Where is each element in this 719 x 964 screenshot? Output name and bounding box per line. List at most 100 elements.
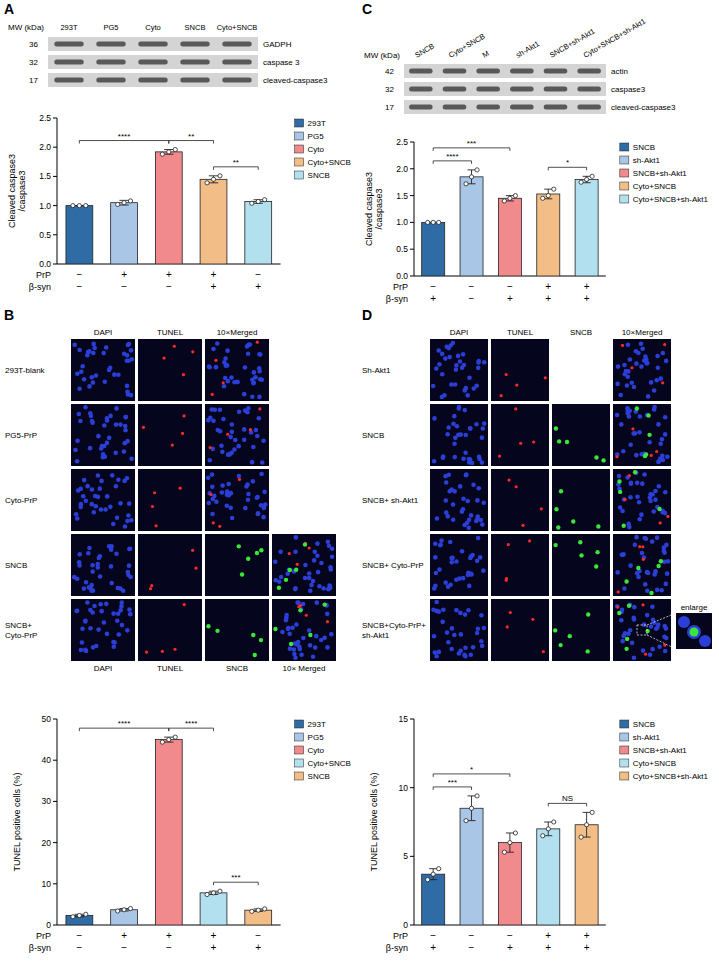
cell-signal [230, 516, 235, 521]
legend-label: Cyto+SNCB [633, 182, 676, 191]
cell-signal [257, 395, 262, 400]
row-label: sh-Akt1 [362, 631, 390, 640]
cell-signal [102, 620, 107, 625]
data-point [552, 820, 556, 824]
cell-signal [432, 459, 437, 464]
y-tick [53, 925, 57, 926]
data-point [469, 806, 473, 810]
cell-signal [230, 430, 235, 435]
data-point [541, 196, 545, 200]
micrograph [491, 404, 549, 466]
cell-signal [663, 649, 668, 654]
cell-signal [92, 510, 97, 515]
cell-signal [82, 586, 87, 591]
cell-signal [255, 495, 260, 500]
cell-signal [655, 450, 658, 453]
cell-signal [635, 406, 639, 410]
band [96, 60, 125, 65]
cell-signal [293, 655, 298, 660]
mw-value: 32 [29, 58, 38, 67]
cell-signal [650, 604, 655, 609]
cell-signal [637, 500, 642, 505]
error-bar [75, 914, 84, 916]
row-label: SNCB [5, 561, 27, 570]
bar [155, 152, 182, 264]
cell-signal [467, 375, 472, 380]
column-label: SNCB [226, 664, 248, 673]
error-bar [429, 869, 437, 880]
lane-label: Cyto [145, 23, 160, 32]
cell-signal [129, 457, 134, 462]
cell-signal [105, 494, 110, 499]
cell-signal [476, 366, 481, 371]
cell-signal [532, 440, 535, 443]
column-label: DAPI [450, 328, 469, 337]
legend-swatch [295, 720, 304, 728]
cell-signal [125, 353, 130, 358]
cell-signal [308, 588, 313, 593]
data-point [426, 220, 430, 224]
cell-signal [618, 505, 623, 510]
cell-signal [446, 584, 451, 589]
column-label: TUNEL [507, 328, 534, 337]
cell-signal [659, 376, 664, 381]
data-point [437, 867, 441, 871]
condition-sign: + [545, 281, 551, 292]
cell-signal [645, 613, 650, 618]
error-bar [209, 891, 218, 894]
cell-signal [82, 478, 87, 483]
cell-signal [452, 489, 457, 494]
cell-signal [437, 650, 442, 655]
legend-swatch [295, 772, 304, 780]
cell-signal [647, 433, 651, 437]
cell-signal [650, 454, 653, 457]
cell-signal [630, 641, 635, 646]
cell-signal [443, 580, 448, 585]
cell-signal [594, 564, 598, 568]
cell-signal [126, 570, 131, 575]
micrograph [71, 339, 135, 401]
cell-signal [100, 444, 105, 449]
legend-label: SNCB+sh-Akt1 [633, 746, 688, 755]
cell-signal [308, 643, 313, 648]
legend-swatch [295, 171, 304, 179]
cell-signal [311, 654, 316, 659]
cell-signal [80, 364, 85, 369]
cell-signal [615, 382, 620, 387]
legend-label: PG5 [308, 733, 325, 742]
y-axis-title: /caspase3 [17, 170, 27, 211]
blot-strip [48, 55, 258, 69]
data-point [508, 841, 512, 845]
cell-signal [226, 482, 231, 487]
y-tick-label: 2.5 [39, 113, 51, 123]
cell-signal [126, 513, 131, 518]
cell-signal [457, 576, 462, 581]
cell-signal [469, 513, 474, 518]
cell-signal [125, 519, 130, 524]
cell-signal [464, 472, 469, 477]
bar-chart: Cleaved caspase3/caspase30.00.51.01.52.0… [7, 113, 351, 292]
cell-signal [652, 572, 657, 577]
cell-signal [463, 612, 468, 617]
cell-signal [77, 348, 82, 353]
protein-label: cleaved-caspase3 [611, 103, 676, 112]
cell-signal [640, 481, 645, 486]
cell-signal [218, 408, 223, 413]
cell-signal [449, 556, 454, 561]
cell-signal [632, 385, 637, 390]
legend-label: Cyto+SNCB+sh-Akt1 [633, 772, 709, 781]
condition-label: β-syn [386, 943, 408, 953]
y-axis-title: TUNEL positive cells (%) [12, 772, 22, 871]
row-label: Cyto-PrP [5, 496, 37, 505]
cell-signal [229, 422, 234, 427]
cell-signal [628, 603, 633, 608]
cell-signal [615, 455, 618, 458]
data-point [256, 199, 260, 203]
cell-signal [636, 566, 640, 570]
condition-sign: − [76, 930, 82, 941]
micrograph [138, 599, 202, 661]
cell-signal [431, 384, 436, 389]
cell-signal [103, 507, 108, 512]
cell-signal [476, 626, 481, 631]
cell-signal [661, 458, 666, 463]
